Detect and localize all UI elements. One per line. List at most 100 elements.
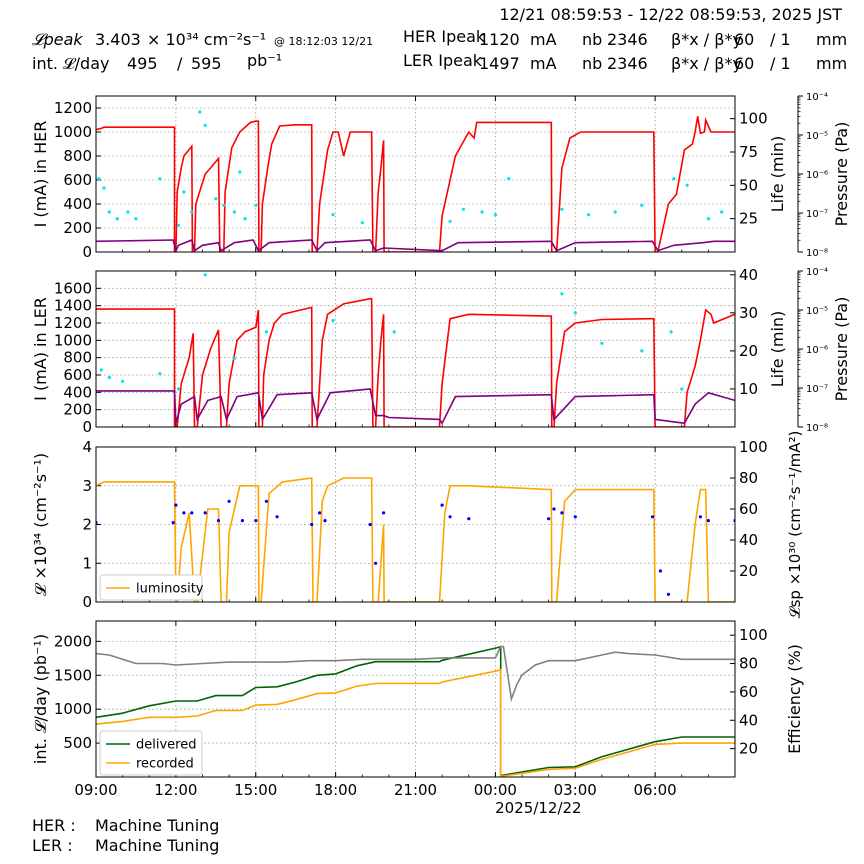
pressure-point <box>331 318 335 323</box>
specific-point <box>254 519 258 523</box>
her-beta-y: / 1 <box>770 30 791 49</box>
pressure-tick-label: 10⁻⁶ <box>806 345 828 356</box>
plot-frame <box>95 270 736 428</box>
legend-label: luminosity <box>136 582 204 597</box>
current-series-line <box>96 297 735 427</box>
pressure-point <box>214 197 218 201</box>
pressure-point <box>102 186 106 190</box>
pressure-point <box>600 341 604 345</box>
y2-axis-label: Life (min) <box>768 311 787 388</box>
legend-box <box>99 730 203 776</box>
y2-tick-label: 60 <box>739 683 758 701</box>
x-tick-label: 21:00 <box>394 781 437 799</box>
her-beta-label: β*x / β*y <box>671 30 742 49</box>
y-tick-label: 600 <box>63 171 92 189</box>
specific-point <box>698 515 703 519</box>
y2-tick-label: 30 <box>739 304 758 322</box>
pressure-point <box>560 292 564 296</box>
pressure-point <box>392 330 396 334</box>
pressure-point <box>587 213 591 217</box>
her-ipeak-unit: mA <box>530 30 557 49</box>
y2-tick-label: 75 <box>739 143 758 161</box>
pressure-point <box>97 177 101 181</box>
y2-tick-label: 25 <box>739 210 758 228</box>
pressure-point <box>176 223 181 227</box>
y2-axis-label: 𝓛sp ×10³⁰ (cm⁻²s⁻¹/mA²) <box>786 431 804 619</box>
pressure-point <box>613 210 617 214</box>
pressure-point <box>203 273 207 277</box>
delivered-series-line <box>96 645 735 777</box>
pressure-point <box>669 330 673 334</box>
y-axis-label: I (mA) in HER <box>31 121 50 228</box>
her-nb-value: 2346 <box>607 30 648 49</box>
y2-tick-label: 20 <box>739 562 758 580</box>
her-status-label: HER : <box>32 816 76 835</box>
pressure-point <box>158 372 162 376</box>
her-beta-unit: mm <box>816 30 848 49</box>
efficiency-series-line <box>96 645 735 703</box>
y-tick-label: 0 <box>82 418 92 436</box>
y-tick-label: 3 <box>82 477 92 495</box>
pressure-point <box>720 210 724 214</box>
pressure-point <box>276 197 279 200</box>
pressure-point <box>254 203 258 207</box>
y-tick-label: 1200 <box>54 314 92 332</box>
y-tick-label: 1500 <box>54 666 92 684</box>
y-tick-label: 1600 <box>54 279 92 297</box>
specific-point <box>240 519 244 523</box>
pressure-point <box>182 190 186 194</box>
y-tick-label: 2000 <box>54 632 92 650</box>
y-tick-label: 200 <box>63 401 92 419</box>
pressure-point <box>126 210 130 214</box>
y2-tick-label: 20 <box>739 342 758 360</box>
pressure-point <box>238 170 242 174</box>
pressure-point <box>134 217 138 221</box>
y2-tick-label: 100 <box>739 110 768 128</box>
y2-tick-label: 40 <box>739 711 758 729</box>
pressure-point <box>158 177 162 181</box>
plot-frame <box>95 446 736 603</box>
pressure-tick-label: 10⁻⁷ <box>806 209 828 220</box>
pressure-tick-label: 10⁻⁵ <box>806 306 828 317</box>
luminosity-series-line <box>96 477 735 602</box>
intl-recorded: 595 <box>191 54 222 73</box>
pressure-tick-label: 10⁻⁸ <box>806 248 828 259</box>
pressure-point <box>182 197 185 200</box>
pressure-point <box>640 349 644 353</box>
ler-status-label: LER : <box>32 836 73 855</box>
y-tick-label: 1 <box>82 554 92 572</box>
y2-tick-label: 10 <box>739 380 758 398</box>
time-range: 12/21 08:59:53 - 12/22 08:59:53, 2025 JS… <box>499 5 842 24</box>
pressure-point <box>99 368 103 372</box>
ler-beta-y: / 1 <box>770 54 791 73</box>
y-tick-label: 0 <box>82 243 92 261</box>
ler-ipeak-unit: mA <box>530 54 557 73</box>
pressure-point <box>560 207 564 211</box>
y-tick-label: 1200 <box>54 99 92 117</box>
pressure-point <box>640 203 644 207</box>
y2-tick-label: 50 <box>739 176 758 194</box>
y2-axis-label: Efficiency (%) <box>785 644 804 754</box>
pressure-tick-label: 10⁻⁴ <box>806 267 828 278</box>
y-tick-label: 600 <box>63 366 92 384</box>
plot-frame <box>95 620 736 778</box>
specific-point <box>171 521 175 525</box>
pressure-point <box>331 213 335 217</box>
y-tick-label: 400 <box>63 383 92 401</box>
specific-point <box>182 511 186 515</box>
specific-point <box>368 522 372 527</box>
pressure-point <box>198 110 202 114</box>
y2-tick-label: 80 <box>739 469 758 487</box>
pressure-point <box>685 183 689 187</box>
x-tick-label: 00:00 <box>474 781 517 799</box>
y2-axis-label: Life (min) <box>768 136 787 213</box>
pressure-tick-label: 10⁻⁵ <box>806 131 828 142</box>
specific-point <box>227 499 231 503</box>
specific-point <box>203 511 207 515</box>
specific-point <box>547 517 551 521</box>
ler-nb-value: 2346 <box>607 54 648 73</box>
her-beta-x: 60 <box>734 30 755 49</box>
pressure-point <box>680 387 684 391</box>
intl-delivered: 495 <box>127 54 158 73</box>
plot-frame <box>95 95 736 253</box>
